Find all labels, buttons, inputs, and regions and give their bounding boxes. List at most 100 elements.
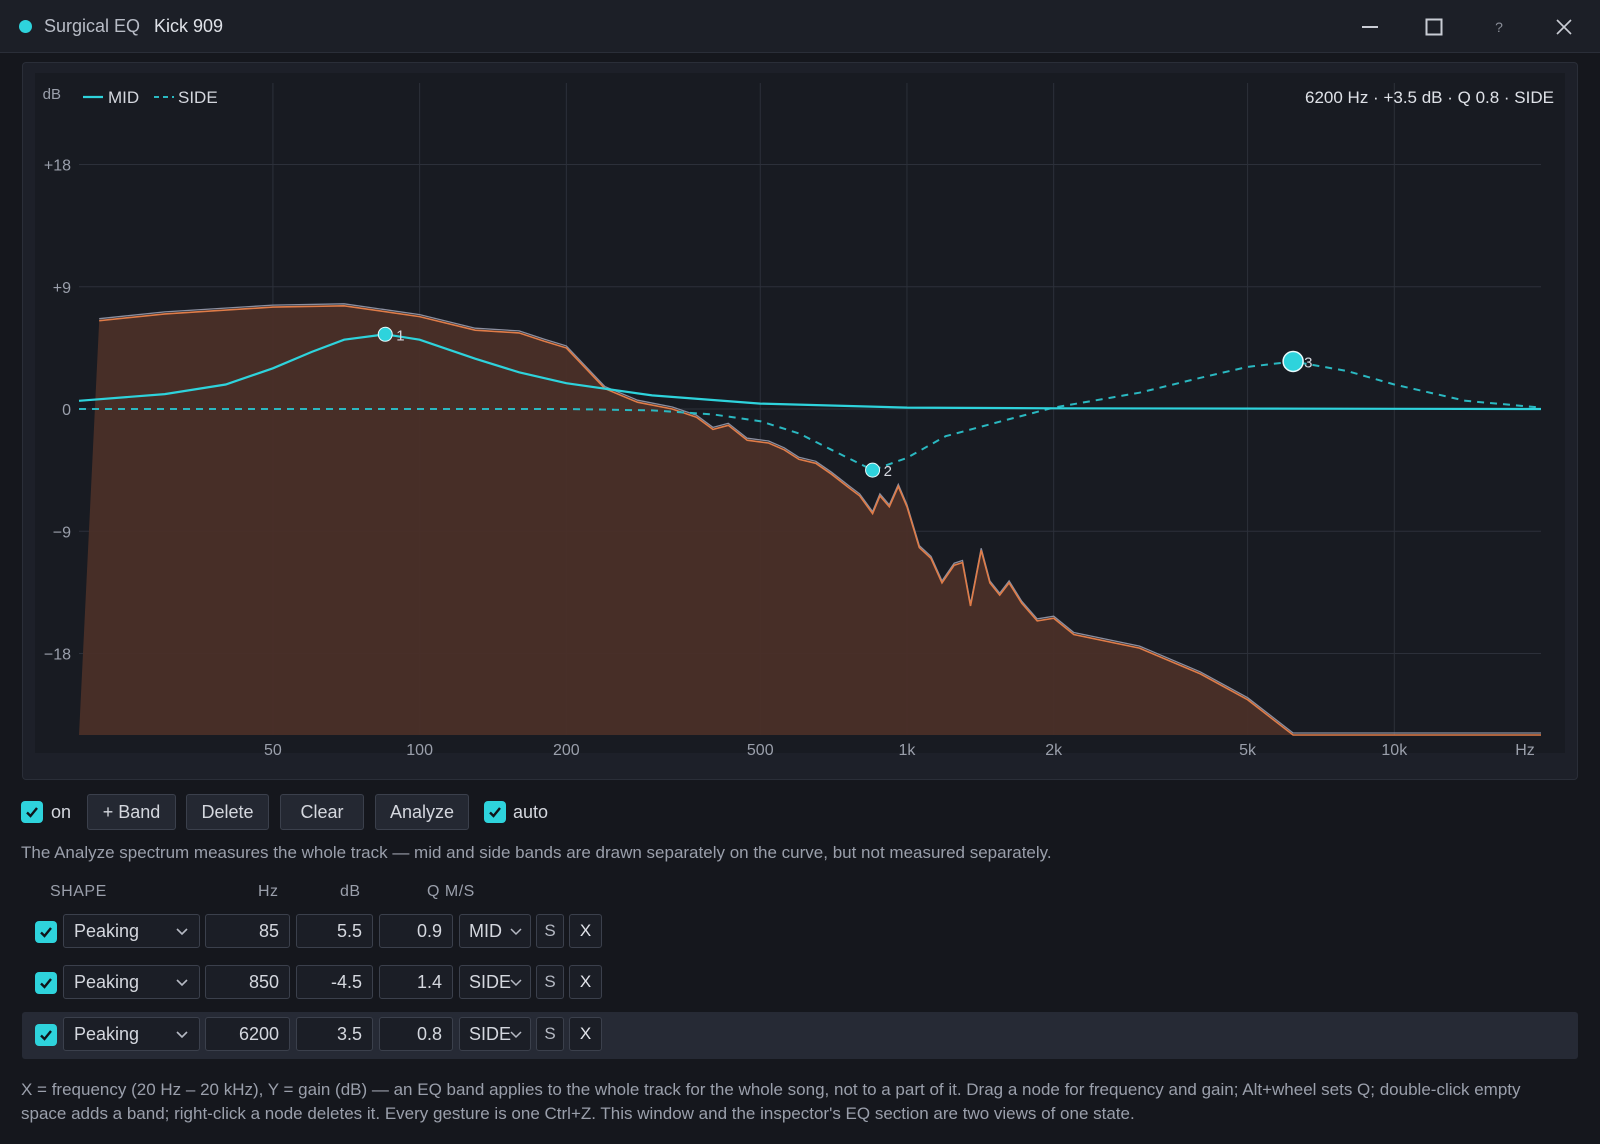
- on-checkbox[interactable]: [21, 801, 43, 823]
- band-row[interactable]: Peaking 850 -4.5 1.4 SIDE S X: [22, 960, 1578, 1007]
- band-shape-value: Peaking: [74, 920, 140, 941]
- y-tick-label: +18: [44, 158, 71, 175]
- app-status-dot: [19, 20, 32, 33]
- toolbar: on + Band Delete Clear Analyze auto: [20, 794, 620, 832]
- x-tick-label: 10k: [1381, 742, 1408, 759]
- band-node-label: 1: [396, 327, 404, 344]
- y-tick-label: 0: [62, 402, 71, 419]
- band-shape-select[interactable]: Peaking: [63, 1017, 200, 1051]
- y-unit-label: dB: [43, 86, 61, 103]
- eq-graph[interactable]: 50 100 200 500 1k 2k 5k 10k Hz +18 +9 0 −9 −18 dB 1 2 3 MI…: [23, 63, 1579, 781]
- header-q-ms: Q M/S: [427, 883, 475, 900]
- analyze-button[interactable]: Analyze: [375, 794, 469, 830]
- x-tick-label: 1k: [899, 742, 917, 759]
- band-shape-select[interactable]: Peaking: [63, 965, 200, 999]
- maximize-button[interactable]: [1416, 10, 1452, 44]
- band-node[interactable]: [865, 462, 881, 478]
- check-icon: [489, 807, 501, 818]
- band-q-field[interactable]: 0.8: [379, 1017, 453, 1051]
- band-remove-button[interactable]: X: [569, 965, 602, 999]
- band-ms-select[interactable]: MID: [459, 914, 531, 948]
- x-tick-label: 100: [406, 742, 433, 759]
- help-footnote: X = frequency (20 Hz – 20 kHz), Y = gain…: [21, 1080, 1521, 1123]
- x-tick-label: 5k: [1239, 742, 1257, 759]
- chevron-down-icon: [176, 1031, 188, 1039]
- check-icon: [40, 927, 52, 938]
- mid-eq-curve: [78, 333, 1542, 411]
- add-band-button[interactable]: + Band: [87, 794, 176, 830]
- y-tick-label: +9: [53, 280, 71, 297]
- x-unit-label: Hz: [1515, 742, 1535, 759]
- eq-graph-panel[interactable]: 50 100 200 500 1k 2k 5k 10k Hz +18 +9 0 −9 −18 dB 1 2 3 MI…: [22, 62, 1578, 780]
- y-tick-label: −9: [53, 524, 71, 541]
- auto-label: auto: [513, 802, 549, 822]
- x-tick-label: 50: [264, 742, 282, 759]
- band-q-field[interactable]: 0.9: [379, 914, 453, 948]
- check-icon: [26, 807, 38, 818]
- chevron-down-icon: [176, 928, 188, 936]
- legend-mid-label: MID: [108, 88, 139, 107]
- band-node-label: 2: [884, 463, 892, 480]
- x-tick-label: 200: [553, 742, 580, 759]
- band-db-field[interactable]: 5.5: [296, 914, 373, 948]
- band-enabled-checkbox[interactable]: [35, 1024, 57, 1046]
- close-button[interactable]: [1546, 10, 1582, 44]
- band-ms-select[interactable]: SIDE: [459, 1017, 531, 1051]
- minimize-icon: [1362, 26, 1378, 28]
- band-remove-button[interactable]: X: [569, 914, 602, 948]
- x-tick-label: 2k: [1045, 742, 1063, 759]
- legend-side-label: SIDE: [178, 88, 218, 107]
- app-title: Surgical EQ: [44, 16, 141, 36]
- analyze-hint: The Analyze spectrum measures the whole …: [21, 843, 1052, 862]
- auto-checkbox[interactable]: [484, 801, 506, 823]
- spectrum-line: [99, 304, 1541, 736]
- band-remove-button[interactable]: X: [569, 1017, 602, 1051]
- check-icon: [40, 1030, 52, 1041]
- band-enabled-checkbox[interactable]: [35, 921, 57, 943]
- header-shape: SHAPE: [50, 883, 107, 900]
- maximize-icon: [1425, 18, 1443, 36]
- band-node[interactable]: [377, 326, 393, 342]
- band-ms-value: SIDE: [469, 971, 512, 992]
- band-ms-value: MID: [469, 920, 502, 941]
- header-hz: Hz: [258, 883, 279, 900]
- band-db-field[interactable]: 3.5: [296, 1017, 373, 1051]
- node-readout: 6200 Hz · +3.5 dB · Q 0.8 · SIDE: [1305, 88, 1554, 107]
- band-shape-value: Peaking: [74, 971, 140, 992]
- chevron-down-icon: [510, 928, 522, 936]
- spectrum-fill: [79, 305, 1541, 735]
- check-icon: [40, 978, 52, 989]
- minimize-button[interactable]: [1352, 10, 1388, 44]
- band-node[interactable]: [1282, 350, 1304, 373]
- delete-button[interactable]: Delete: [186, 794, 269, 830]
- band-solo-button[interactable]: S: [536, 914, 564, 948]
- close-icon: [1556, 19, 1572, 35]
- band-solo-button[interactable]: S: [536, 1017, 564, 1051]
- chevron-down-icon: [510, 1031, 522, 1039]
- band-ms-value: SIDE: [469, 1023, 512, 1044]
- side-eq-curve: [79, 360, 1542, 472]
- track-title: Kick 909: [154, 16, 224, 36]
- band-shape-select[interactable]: Peaking: [63, 914, 200, 948]
- band-node-label: 3: [1304, 354, 1312, 371]
- y-tick-label: −18: [44, 647, 71, 664]
- band-q-field[interactable]: 1.4: [379, 965, 453, 999]
- band-db-field[interactable]: -4.5: [296, 965, 373, 999]
- x-tick-label: 500: [747, 742, 774, 759]
- band-ms-select[interactable]: SIDE: [459, 965, 531, 999]
- on-label: on: [51, 802, 72, 822]
- band-hz-field[interactable]: 85: [205, 914, 290, 948]
- band-row[interactable]: Peaking 85 5.5 0.9 MID S X: [22, 909, 1578, 956]
- band-hz-field[interactable]: 6200: [205, 1017, 290, 1051]
- band-hz-field[interactable]: 850: [205, 965, 290, 999]
- chevron-down-icon: [510, 979, 522, 987]
- band-solo-button[interactable]: S: [536, 965, 564, 999]
- help-button[interactable]: ?: [1495, 19, 1503, 35]
- title-bar: Surgical EQ Kick 909 ?: [0, 0, 1600, 53]
- band-row[interactable]: Peaking 6200 3.5 0.8 SIDE S X: [22, 1012, 1578, 1059]
- header-db: dB: [340, 883, 361, 900]
- band-shape-value: Peaking: [74, 1023, 140, 1044]
- chevron-down-icon: [176, 979, 188, 987]
- clear-button[interactable]: Clear: [280, 794, 364, 830]
- band-enabled-checkbox[interactable]: [35, 972, 57, 994]
